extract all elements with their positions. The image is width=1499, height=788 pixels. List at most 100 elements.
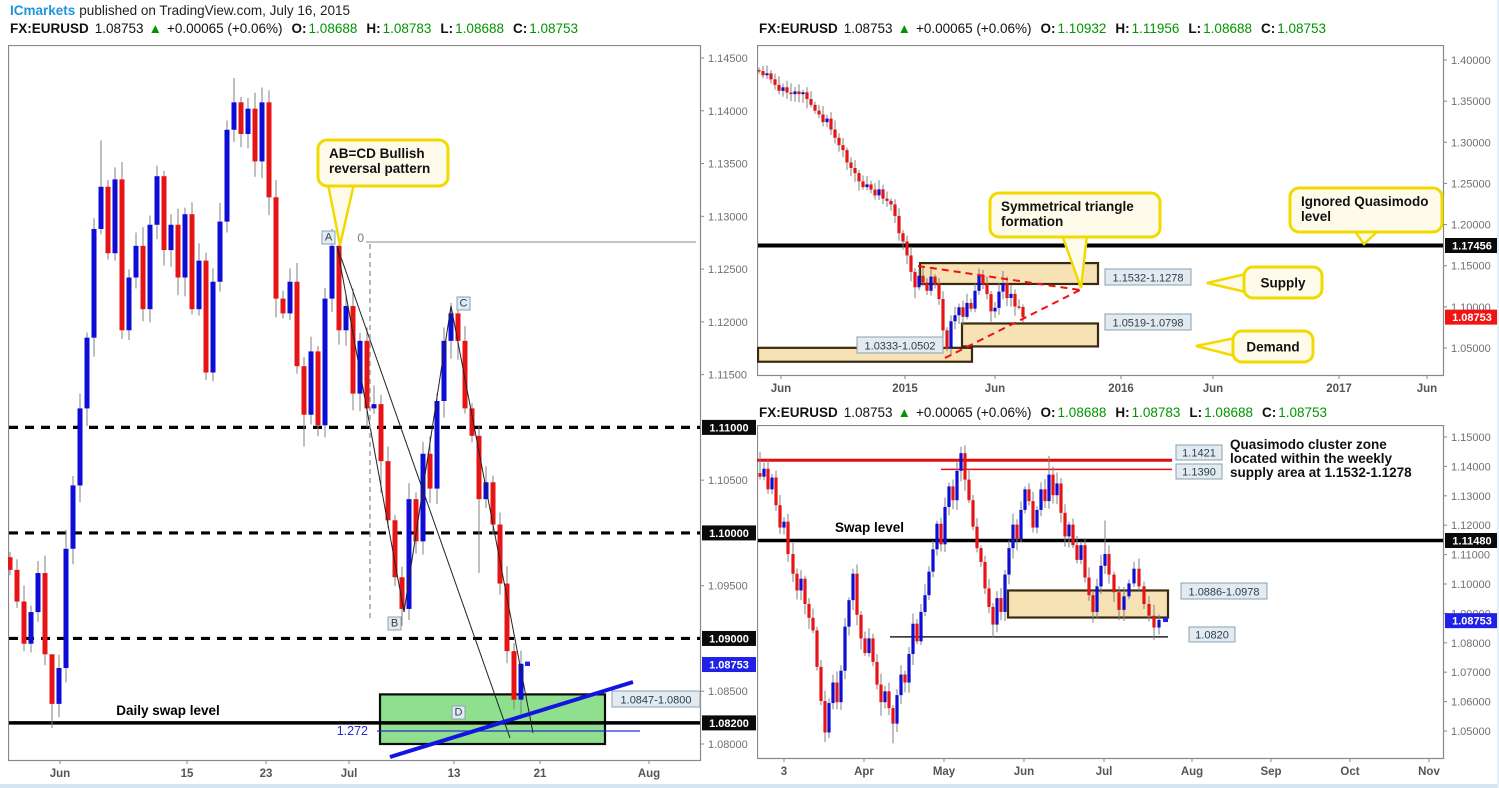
candle-body [392,520,398,578]
symbol-name[interactable]: FX:EURUSD [10,21,89,36]
candle-body [1039,489,1043,510]
candle-body [825,118,829,123]
supply-range-label[interactable]: 1.1532-1.1278 [1104,268,1192,286]
candle-body [42,573,48,655]
candle-body [782,521,786,528]
price-axis[interactable]: 1.40000 1.35000 1.30000 1.25000 1.20000 1.150… [1443,55,1491,355]
candle-body [837,137,841,146]
candle-body [981,275,985,285]
price-axis[interactable]: 1.15000 1.14000 1.13000 1.12000 1.11000 1.100… [1443,432,1491,738]
pattern-line-cd[interactable] [450,305,534,734]
price-label-11421[interactable]: 1.1421 [1175,444,1223,461]
symbol-name[interactable]: FX:EURUSD [759,21,838,36]
candle-body [21,601,27,644]
range-label-box [611,690,701,708]
candle-body [973,290,977,309]
callout-supply[interactable]: Supply [1206,265,1324,300]
candle-body [999,598,1003,612]
point-c-label[interactable]: C [456,296,471,311]
triangle-lower-line[interactable] [944,289,1081,359]
point-a-label[interactable]: A [321,230,336,245]
callout-demand[interactable]: Demand [1195,329,1315,364]
brand-name[interactable]: ICmarkets [10,3,76,18]
pattern-line-ad[interactable] [336,245,511,739]
time-axis[interactable]: 3 Apr May Jun Jul Aug Sep Oct Nov [781,758,1441,778]
price-tag: 1.09000 [702,630,756,646]
y-axis-label: 1.08500 [708,686,748,698]
price-label-11390[interactable]: 1.1390 [1175,463,1223,480]
candle-body [238,102,244,134]
supply-zone[interactable] [918,261,1100,286]
callout-text: Supply [1260,276,1305,291]
zone-range-label[interactable]: 1.0847-1.0800 [611,690,701,708]
low-label: L: [1188,21,1202,36]
candle-body [833,129,837,138]
candle-body [871,638,875,662]
x-axis-label: 2016 [1108,383,1134,395]
candle-body [1132,568,1136,584]
y-axis-label: 1.30000 [1451,137,1491,149]
chart-canvas-daily[interactable]: 1.1421 1.1390 1.0886-1.0978 1.0820 Swap leve… [757,425,1499,788]
candle-body [789,92,793,95]
lower-demand-range-label[interactable]: 1.0333-1.0502 [856,336,944,354]
price-axis[interactable]: 1.14500 1.14000 1.13500 1.13000 1.12500 1.120… [700,53,748,751]
y-axis-label: 1.08000 [1451,638,1491,650]
y-axis-label: 1.08000 [708,739,748,751]
time-axis[interactable]: Jun 2015 Jun 2016 Jun 2017 Jun [771,375,1437,395]
candle-body [1009,293,1013,298]
daily-swap-level-text: Daily swap level [116,703,220,718]
candle-body [1137,568,1141,587]
callout-text: AB=CD Bullish [329,146,425,161]
candle-body [965,302,969,317]
candle-body [427,453,433,489]
candle-body [807,603,811,618]
blue-trendline[interactable] [389,680,634,759]
point-d-label[interactable]: D [451,705,466,720]
zone-range-label[interactable]: 1.0886-1.0978 [1180,582,1268,600]
candle-body [917,275,921,288]
candle-body [841,145,845,151]
range-label-box [1175,444,1223,461]
candle-body [909,255,913,272]
candle-body [1047,474,1051,502]
candle-body [196,260,202,310]
candle-body [413,499,419,542]
candle-body [933,276,937,284]
candle-body [991,606,995,625]
chart-canvas-weekly[interactable]: 1.1532-1.1278 1.0519-1.0798 1.0333-1.0502 S… [757,45,1499,400]
candle-body [252,108,258,162]
demand-range-label[interactable]: 1.0519-1.0798 [1104,313,1192,331]
candle-body [943,506,947,545]
candle-body [765,73,769,76]
demand-zone[interactable] [960,322,1100,348]
candle-body [399,577,405,609]
candle-body [1059,483,1063,513]
open-value: 1.08688 [308,21,358,36]
candle-body [885,198,889,201]
price-tag-text: 1.08753 [1452,616,1492,628]
candle-body [497,524,503,584]
candle-body [786,521,790,555]
candle-body [911,623,915,654]
price-tag-text: 1.08753 [709,660,749,672]
symbol-name[interactable]: FX:EURUSD [759,405,838,420]
fib-1272-text: 1.272 [337,724,368,738]
point-b-label[interactable]: B [387,616,402,631]
candle-body [795,573,799,591]
triangle-upper-line[interactable] [917,265,1081,291]
candle-body [851,573,855,601]
candlestick-series [757,65,1025,356]
price-tag: 1.08753 [702,657,756,673]
candle-body [1117,592,1121,610]
pattern-line-bc[interactable] [403,305,452,613]
candle-body [1095,586,1099,612]
candle-body [259,102,265,162]
last-price-marker [1163,617,1168,623]
candle-body [315,351,321,426]
price-label-10820[interactable]: 1.0820 [1188,626,1236,643]
time-axis[interactable]: Jun 15 23 Jul 13 21 Aug [50,760,660,780]
